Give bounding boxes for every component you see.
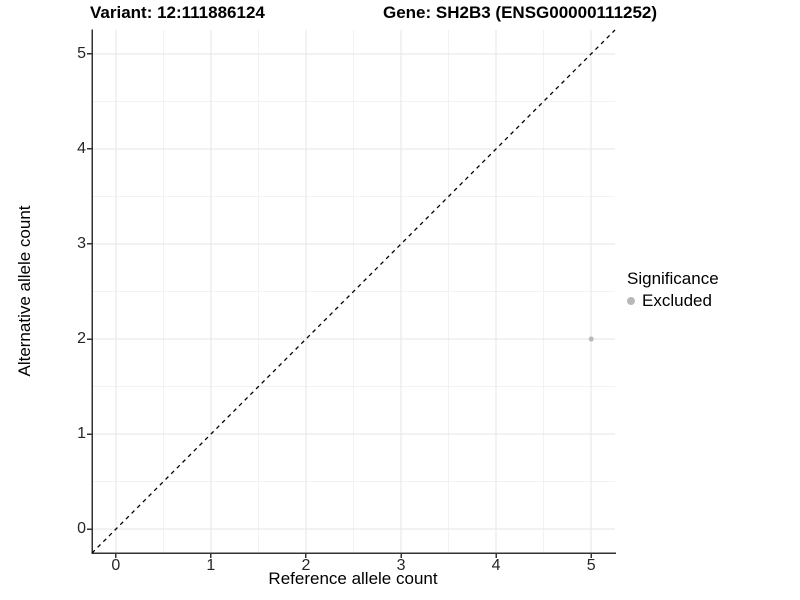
x-tick-label: 2 (301, 557, 311, 574)
x-tick-label: 4 (491, 557, 501, 574)
y-tick-label: 0 (77, 520, 86, 538)
x-tick-label: 0 (111, 557, 121, 574)
y-tick-label: 4 (77, 139, 86, 157)
y-tick-label: 1 (77, 425, 86, 443)
legend-entry: Excluded (627, 290, 719, 311)
legend: Significance Excluded (627, 268, 719, 311)
plot-title-gene: Gene: SH2B3 (ENSG00000111252) (383, 3, 658, 22)
legend-title: Significance (627, 269, 719, 288)
y-tick-label: 5 (77, 44, 86, 62)
x-axis-title: Reference allele count (268, 569, 438, 588)
y-tick-label: 3 (77, 234, 86, 252)
x-tick-label: 5 (586, 557, 596, 574)
plot-title-variant: Variant: 12:111886124 (90, 3, 265, 22)
excluded-point-icon (627, 296, 635, 305)
legend-entry-label: Excluded (642, 291, 712, 310)
plot-panel (87, 29, 616, 558)
y-axis-title: Alternative allele count (15, 205, 34, 377)
y-tick-label: 2 (77, 330, 86, 348)
x-tick-label: 3 (396, 557, 406, 574)
x-tick-label: 1 (206, 557, 216, 574)
scatter-svg (87, 29, 616, 558)
data-point (588, 336, 594, 342)
identity-reference-line (91, 29, 616, 554)
